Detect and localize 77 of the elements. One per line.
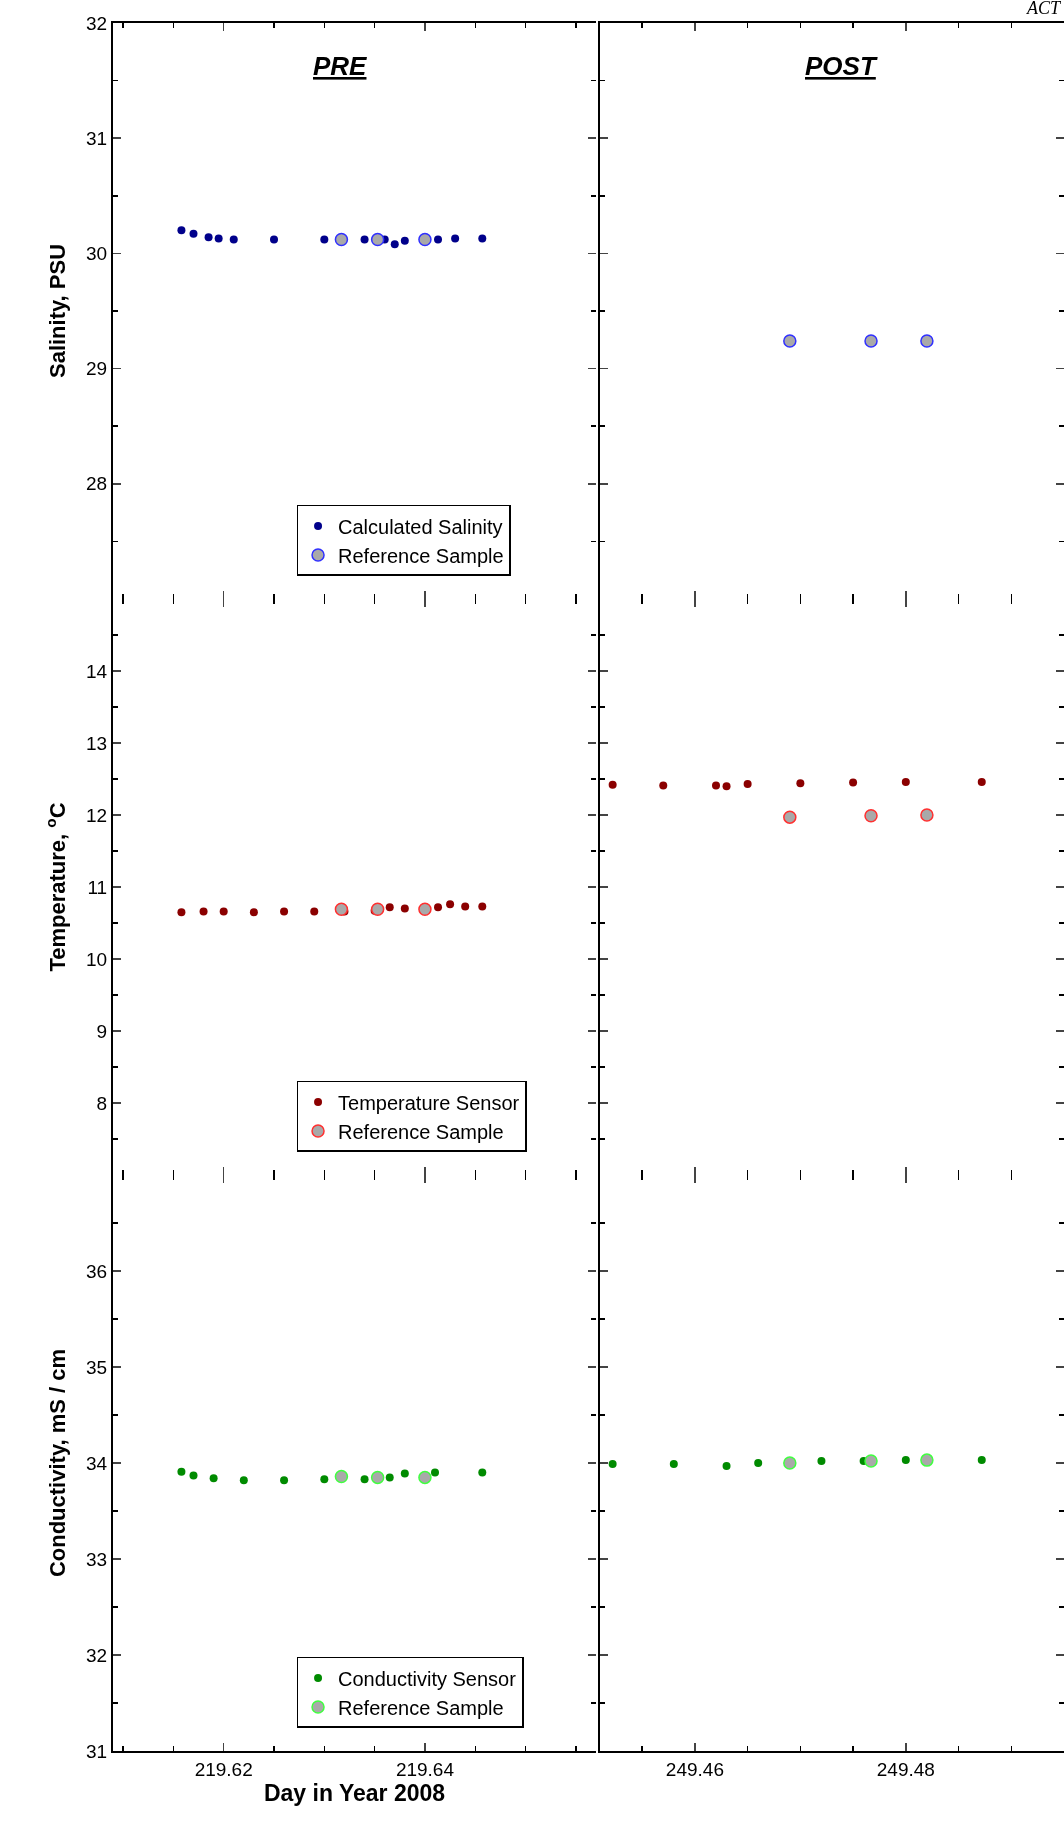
point xyxy=(418,902,432,917)
point xyxy=(385,903,394,912)
point xyxy=(722,782,731,791)
point xyxy=(461,902,470,911)
legend-label: Temperature Sensor xyxy=(338,1091,520,1114)
point xyxy=(478,902,487,911)
y-tick-label: 35 xyxy=(86,1356,108,1378)
y-tick-label: 9 xyxy=(96,1020,108,1042)
point xyxy=(920,808,934,822)
x-tick-label: 219.62 xyxy=(194,1758,253,1780)
text: PRE xyxy=(313,51,368,81)
point xyxy=(360,235,369,244)
point xyxy=(783,810,797,824)
legend-label: Reference Sample xyxy=(338,1120,504,1143)
point xyxy=(214,234,223,243)
point xyxy=(451,234,460,243)
x-tick-label: 249.46 xyxy=(665,1758,724,1780)
point xyxy=(796,779,805,788)
point xyxy=(849,778,858,787)
point xyxy=(478,234,487,243)
point xyxy=(977,777,986,786)
point xyxy=(310,907,319,916)
legend-label: Reference Sample xyxy=(338,544,504,567)
y-axis-title: Conductivity, mS / cm xyxy=(45,1348,71,1578)
y-tick-label: 31 xyxy=(86,1740,108,1762)
point xyxy=(400,904,409,913)
text: POST xyxy=(805,51,878,81)
y-tick-label: 29 xyxy=(86,358,108,380)
y-tick-label: 12 xyxy=(86,804,108,826)
y-tick-label: 34 xyxy=(86,1452,108,1474)
point xyxy=(189,229,198,238)
point xyxy=(204,233,213,242)
point xyxy=(418,232,432,247)
y-tick-label: 33 xyxy=(86,1548,108,1570)
point xyxy=(177,908,186,917)
y-tick-label: 30 xyxy=(86,243,108,265)
y-tick-label: 28 xyxy=(86,473,108,495)
point xyxy=(199,907,208,916)
point xyxy=(370,902,385,917)
point xyxy=(270,235,278,244)
point xyxy=(390,240,399,249)
y-tick-label: 13 xyxy=(86,732,108,754)
y-tick-label: 36 xyxy=(86,1260,108,1282)
y-axis-title: Salinity, PSU xyxy=(45,243,71,379)
y-tick-label: 32 xyxy=(86,1644,108,1666)
y-tick-label: 31 xyxy=(86,127,108,149)
legend-label: Reference Sample xyxy=(338,1696,504,1719)
point xyxy=(280,907,289,916)
point xyxy=(446,900,455,909)
point xyxy=(334,902,349,917)
point xyxy=(219,907,228,916)
y-tick-label: 10 xyxy=(86,948,108,970)
point xyxy=(249,908,258,917)
point xyxy=(659,781,668,790)
point xyxy=(743,780,752,789)
legend-label: Conductivity Sensor xyxy=(338,1667,517,1690)
y-tick-label: 8 xyxy=(96,1092,108,1114)
point xyxy=(608,780,617,789)
legend-label: Calculated Salinity xyxy=(338,515,503,538)
point xyxy=(320,235,329,244)
point xyxy=(434,903,443,912)
x-axis-title: Day in Year 2008 xyxy=(263,1779,446,1806)
x-tick-label: 219.64 xyxy=(395,1758,455,1780)
point xyxy=(370,232,385,247)
point xyxy=(434,235,443,244)
x-tick-label: 249.48 xyxy=(876,1758,935,1780)
point xyxy=(712,781,720,790)
point xyxy=(229,235,238,244)
y-tick-label: 14 xyxy=(86,660,108,682)
y-tick-label: 11 xyxy=(87,876,108,898)
point xyxy=(334,232,349,247)
y-tick-label: 32 xyxy=(86,12,108,34)
point xyxy=(901,777,910,786)
text: ACT xyxy=(1026,0,1062,18)
point xyxy=(864,808,878,823)
point xyxy=(400,236,409,245)
point xyxy=(177,226,186,235)
